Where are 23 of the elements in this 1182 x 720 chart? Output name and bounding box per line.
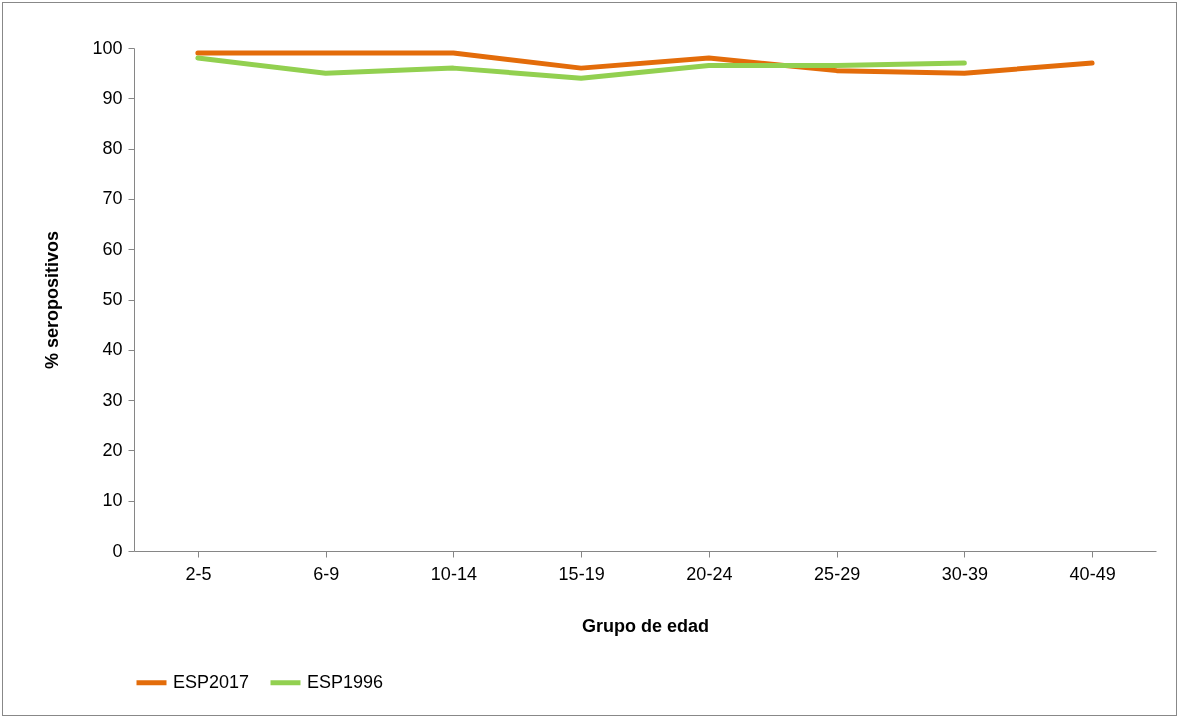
y-tick-label: 60 <box>102 238 123 259</box>
x-tick-label: 40-49 <box>1069 563 1116 584</box>
x-tick-label: 6-9 <box>313 563 340 584</box>
y-axis-title: % seropositivos <box>42 230 63 370</box>
y-tick-label: 50 <box>102 289 123 309</box>
x-tick-label: 2-5 <box>185 563 212 584</box>
legend-label: ESP2017 <box>173 671 250 692</box>
y-tick-label: 80 <box>102 138 123 159</box>
y-tick-label: 100 <box>92 37 123 58</box>
x-tick-label: 30-39 <box>941 563 988 584</box>
y-tick-label: 0 <box>112 540 123 561</box>
x-tick-label: 10-14 <box>430 563 477 584</box>
x-tick-label: 25-29 <box>814 563 861 584</box>
y-tick-label: 70 <box>102 188 123 209</box>
y-tick-label: 90 <box>102 87 123 108</box>
y-tick-label: 10 <box>102 490 123 511</box>
legend-label: ESP1996 <box>307 671 384 692</box>
x-tick-label: 15-19 <box>558 563 605 584</box>
y-tick-label: 40 <box>102 339 123 360</box>
x-axis-title: Grupo de edad <box>581 615 710 636</box>
y-tick-label: 20 <box>102 439 123 460</box>
y-tick-label: 30 <box>102 389 123 410</box>
x-tick-label: 20-24 <box>686 563 733 584</box>
